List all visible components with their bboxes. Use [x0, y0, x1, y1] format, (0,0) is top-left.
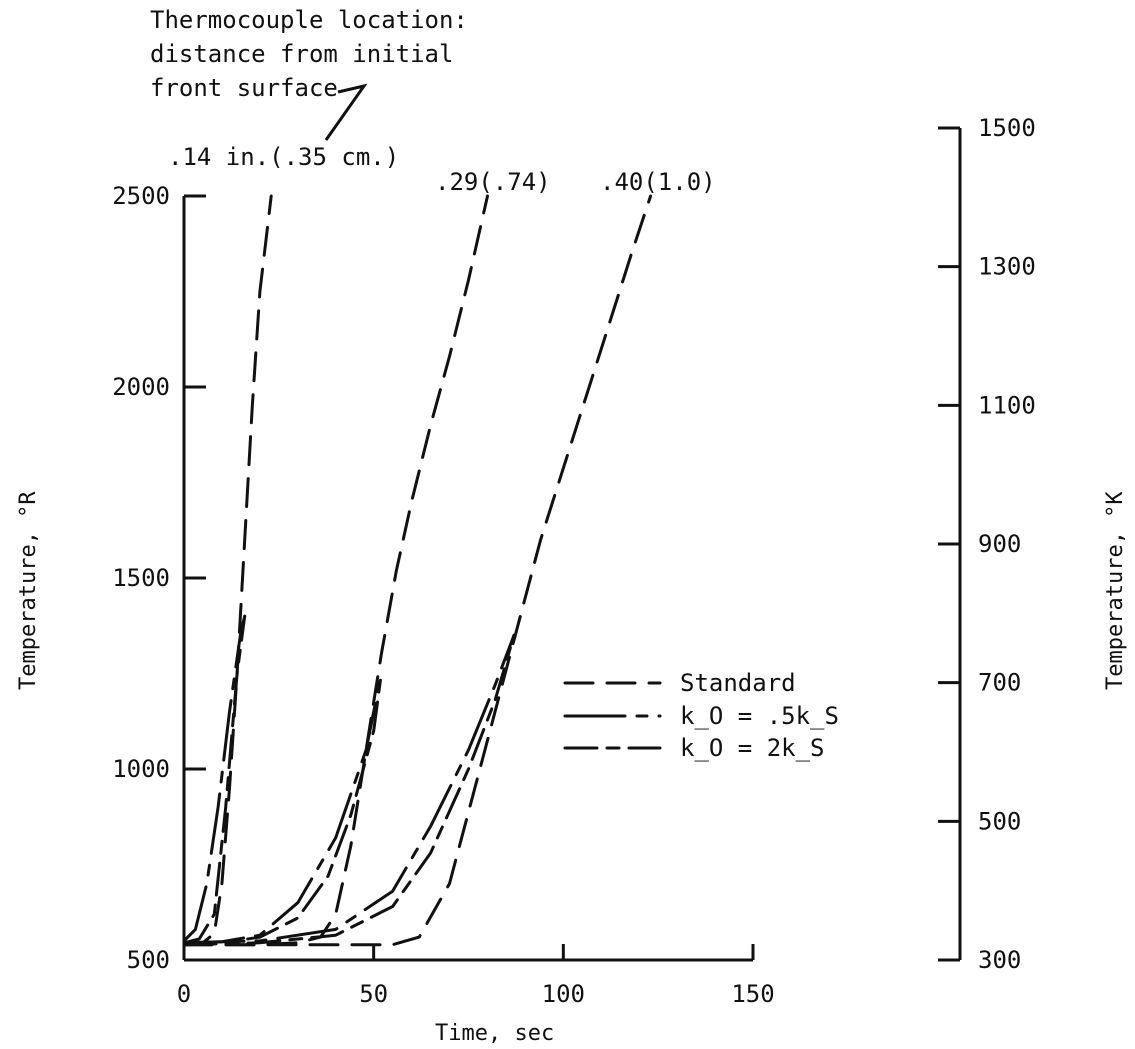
y-left-tick-label: 1000: [112, 755, 170, 783]
curve-group-2-dash-short: [182, 672, 383, 947]
location-label-group-2: .29(.74): [435, 168, 551, 196]
y-right-tick-label: 700: [978, 669, 1021, 697]
y-left-tick-label: 2000: [112, 373, 170, 401]
y-left-tick-label: 1500: [112, 564, 170, 592]
location-label-group-1: .14 in.(.35 cm.): [168, 143, 399, 171]
legend-label-2ks: k_O = 2k_S: [680, 734, 825, 762]
y-axis-left-title: Temperature, °R: [16, 491, 41, 690]
x-axis-title: Time, sec: [435, 1021, 554, 1046]
y-right-tick-label: 500: [978, 807, 1021, 835]
x-tick-label: 50: [359, 980, 388, 1008]
y-right-tick-label: 300: [978, 946, 1021, 974]
annotation-pointer: [324, 83, 368, 141]
legend-label-half-ks: k_O = .5k_S: [680, 702, 839, 730]
curve-group-3-dash-short: [182, 633, 516, 947]
y-right-tick-label: 1500: [978, 114, 1036, 142]
annotation-line-3: front surface: [150, 74, 338, 102]
curve-group-1-long-dash: [182, 194, 273, 947]
curve-group-3-solid-dash: [182, 633, 516, 945]
curve-group-3-long-dash: [182, 194, 653, 947]
x-tick-label: 100: [542, 980, 585, 1008]
y-left-tick-label: 500: [127, 946, 170, 974]
y-axis-right-title: Temperature, °K: [1103, 491, 1128, 690]
annotation-line-2: distance from initial: [150, 40, 453, 68]
y-right-tick-label: 1300: [978, 253, 1036, 281]
y-right-tick-label: 1100: [978, 391, 1036, 419]
curve-group-1-solid-dash: [182, 614, 247, 943]
tick-labels: 0 50 100 150 500 1000 1500 2000 2500 300 500 700 900…: [112, 114, 1036, 1008]
location-label-group-3: .40(1.0): [600, 168, 716, 196]
axes: [182, 126, 962, 962]
annotation-line-1: Thermocouple location:: [150, 6, 468, 34]
y-right-tick-label: 900: [978, 530, 1021, 558]
y-left-tick-label: 2500: [112, 182, 170, 210]
x-tick-label: 0: [177, 980, 191, 1008]
x-tick-label: 150: [731, 980, 774, 1008]
legend-label-standard: Standard: [680, 669, 796, 697]
legend: Standard k_O = .5k_S k_O = 2k_S: [563, 669, 839, 762]
curve-group-2-long-dash: [182, 194, 489, 947]
curve-group-1-dash-short: [182, 614, 247, 945]
curves: [182, 194, 653, 947]
